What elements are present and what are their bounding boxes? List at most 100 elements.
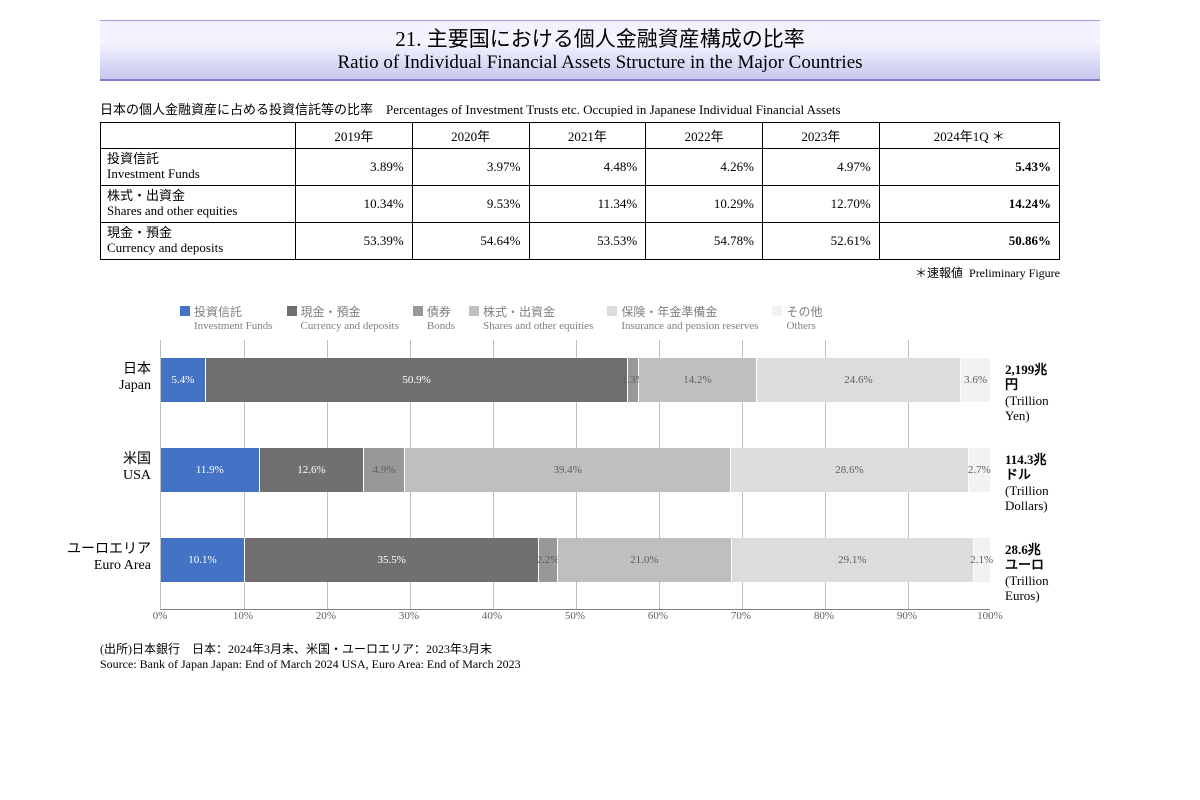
legend-jp: 投資信託: [194, 303, 273, 320]
col-2024q1: 2024年1Q ＊: [879, 122, 1059, 148]
bar-total-label: 28.6兆ユーロ(Trillion Euros): [1005, 542, 1049, 604]
x-axis-tick: 20%: [316, 610, 336, 622]
legend-item: 債券Bonds: [413, 303, 455, 332]
x-axis-tick: 50%: [565, 610, 585, 622]
title-jp: 21. 主要国における個人金融資産構成の比率: [112, 27, 1088, 52]
table-subhead: 日本の個人金融資産に占める投資信託等の比率 Percentages of Inv…: [100, 99, 1100, 118]
bar-label-en: Euro Area: [66, 558, 151, 574]
row-label: 株式・出資金Shares and other equities: [101, 185, 296, 222]
bar-segment: 14.2%: [639, 358, 757, 402]
bar-row: 11.9%12.6%4.9%39.4%28.6%2.7%: [161, 448, 991, 492]
cell: 3.97%: [412, 148, 529, 185]
x-axis-tick: 10%: [233, 610, 253, 622]
col-2021: 2021年: [529, 122, 646, 148]
x-axis-tick: 70%: [731, 610, 751, 622]
bar-row: 5.4%50.9%1.3%14.2%24.6%3.6%: [161, 358, 991, 402]
legend-swatch: [772, 306, 782, 316]
legend-swatch: [607, 306, 617, 316]
cell: 52.61%: [763, 222, 880, 259]
legend-item: 保険・年金準備金Insurance and pension reserves: [607, 303, 758, 332]
cell: 14.24%: [879, 185, 1059, 222]
cell: 4.26%: [646, 148, 763, 185]
legend-jp: 株式・出資金: [483, 303, 593, 320]
bar-segment: 1.3%: [628, 358, 639, 402]
investment-table: 2019年 2020年 2021年 2022年 2023年 2024年1Q ＊ …: [100, 122, 1060, 260]
bar-segment: 2.2%: [539, 538, 557, 582]
legend-en: Currency and deposits: [301, 320, 399, 332]
cell: 5.43%: [879, 148, 1059, 185]
footnote-jp: ＊速報値: [915, 266, 963, 280]
col-2022: 2022年: [646, 122, 763, 148]
bar-segment: 4.9%: [364, 448, 405, 492]
bar-total-jp: 114.3兆ドル: [1005, 452, 1049, 483]
bar-segment: 2.1%: [974, 538, 991, 582]
legend-en: Insurance and pension reserves: [621, 320, 758, 332]
bar-segment: 5.4%: [161, 358, 206, 402]
legend-item: 投資信託Investment Funds: [180, 303, 273, 332]
table-row: 投資信託Investment Funds3.89%3.97%4.48%4.26%…: [101, 148, 1060, 185]
x-axis-tick: 80%: [814, 610, 834, 622]
bar-total-en: (Trillion Dollars): [1005, 483, 1049, 514]
bar-total-label: 114.3兆ドル(Trillion Dollars): [1005, 452, 1049, 514]
bar-total-jp: 28.6兆ユーロ: [1005, 542, 1049, 573]
x-axis-tick: 60%: [648, 610, 668, 622]
legend-en: Bonds: [427, 320, 455, 332]
bar-segment: 35.5%: [245, 538, 540, 582]
cell: 12.70%: [763, 185, 880, 222]
title-en: Ratio of Individual Financial Assets Str…: [112, 52, 1088, 75]
legend-item: その他Others: [772, 303, 822, 332]
bar-segment: 39.4%: [405, 448, 732, 492]
col-2020: 2020年: [412, 122, 529, 148]
bar-segment: 11.9%: [161, 448, 260, 492]
stacked-bar-chart: 日本Japan5.4%50.9%1.3%14.2%24.6%3.6%2,199兆…: [160, 340, 1080, 632]
cell: 54.78%: [646, 222, 763, 259]
subhead-en: Percentages of Investment Trusts etc. Oc…: [386, 102, 841, 117]
chart-x-axis: 0%10%20%30%40%50%60%70%80%90%100%: [160, 610, 990, 632]
table-row: 株式・出資金Shares and other equities10.34%9.5…: [101, 185, 1060, 222]
legend-en: Investment Funds: [194, 320, 273, 332]
bar-label-left: 日本Japan: [66, 362, 151, 394]
bar-segment: 10.1%: [161, 538, 245, 582]
bar-label-left: 米国USA: [66, 452, 151, 484]
bar-total-label: 2,199兆円(Trillion Yen): [1005, 362, 1049, 424]
legend-swatch: [413, 306, 423, 316]
bar-segment: 24.6%: [757, 358, 961, 402]
cell: 3.89%: [296, 148, 413, 185]
x-axis-tick: 0%: [153, 610, 168, 622]
cell: 10.29%: [646, 185, 763, 222]
bar-label-en: USA: [66, 468, 151, 484]
bar-label-jp: 日本: [66, 362, 151, 378]
legend-jp: 保険・年金準備金: [621, 303, 758, 320]
cell: 50.86%: [879, 222, 1059, 259]
bar-label-jp: 米国: [66, 452, 151, 468]
bar-segment: 2.7%: [969, 448, 991, 492]
cell: 53.39%: [296, 222, 413, 259]
x-axis-tick: 30%: [399, 610, 419, 622]
bar-segment: 21.0%: [558, 538, 732, 582]
cell: 54.64%: [412, 222, 529, 259]
bar-total-jp: 2,199兆円: [1005, 362, 1049, 393]
bar-segment: 29.1%: [732, 538, 974, 582]
legend-en: Others: [786, 320, 822, 332]
source-en: Source: Bank of Japan Japan: End of Marc…: [100, 657, 1140, 673]
cell: 4.48%: [529, 148, 646, 185]
table-row: 現金・預金Currency and deposits53.39%54.64%53…: [101, 222, 1060, 259]
page-title-banner: 21. 主要国における個人金融資産構成の比率 Ratio of Individu…: [100, 20, 1100, 81]
source-jp: (出所)日本銀行 日本：2024年3月末、米国・ユーロエリア：2023年3月末: [100, 642, 1140, 658]
bar-segment: 3.6%: [961, 358, 991, 402]
col-2019: 2019年: [296, 122, 413, 148]
legend-swatch: [180, 306, 190, 316]
bar-total-en: (Trillion Euros): [1005, 573, 1049, 604]
subhead-jp: 日本の個人金融資産に占める投資信託等の比率: [100, 102, 373, 117]
x-axis-tick: 90%: [897, 610, 917, 622]
bar-label-en: Japan: [66, 378, 151, 394]
footnote-en: Preliminary Figure: [969, 266, 1060, 280]
chart-plot-area: 日本Japan5.4%50.9%1.3%14.2%24.6%3.6%2,199兆…: [160, 340, 990, 610]
legend-en: Shares and other equities: [483, 320, 593, 332]
cell: 11.34%: [529, 185, 646, 222]
cell: 53.53%: [529, 222, 646, 259]
table-header-row: 2019年 2020年 2021年 2022年 2023年 2024年1Q ＊: [101, 122, 1060, 148]
legend-swatch: [469, 306, 479, 316]
col-2023: 2023年: [763, 122, 880, 148]
legend-item: 株式・出資金Shares and other equities: [469, 303, 593, 332]
